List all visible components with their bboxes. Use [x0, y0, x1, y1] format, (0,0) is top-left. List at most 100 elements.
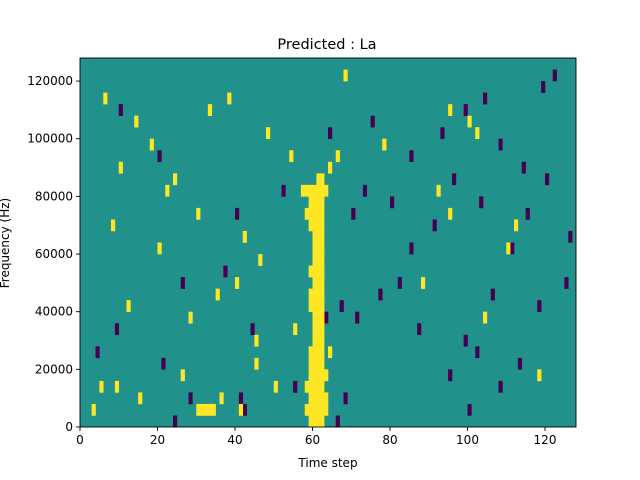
heatmap-cell-low	[250, 323, 255, 336]
heatmap-cell-high	[114, 380, 120, 393]
heatmap-cell-high	[448, 207, 453, 220]
heatmap-cell-high	[316, 323, 321, 336]
heatmap-cell-high	[320, 403, 325, 416]
heatmap-cell-high	[308, 219, 313, 232]
heatmap-cell-high	[328, 161, 333, 174]
heatmap-cell-high	[320, 277, 325, 289]
heatmap-cell-high	[320, 219, 325, 232]
plot-frame	[79, 57, 577, 428]
x-tick-label: 60	[305, 433, 320, 447]
heatmap-cell-high	[219, 392, 224, 405]
x-tick-label: 120	[534, 433, 557, 447]
heatmap-cell-high	[320, 323, 325, 336]
heatmap-cell-low	[545, 173, 550, 186]
heatmap-cell-high	[196, 403, 201, 416]
heatmap-cell-high	[312, 311, 317, 324]
heatmap-cell-high	[242, 230, 247, 243]
heatmap-cell-low	[390, 196, 395, 209]
heatmap-cell-low	[483, 92, 488, 105]
heatmap-cell-high	[308, 184, 313, 197]
heatmap-cell-high	[258, 254, 263, 266]
heatmap-cell-high	[312, 219, 317, 232]
heatmap-cell-high	[312, 380, 317, 393]
heatmap-cell-low	[564, 277, 569, 289]
heatmap-cell-high	[103, 92, 108, 105]
heatmap-cell-high	[273, 380, 278, 393]
heatmap-cell-low	[370, 115, 375, 128]
heatmap-cell-high	[320, 265, 325, 278]
heatmap-cell-low	[335, 415, 340, 428]
heatmap-cell-low	[343, 392, 348, 405]
heatmap-cell-high	[324, 184, 329, 197]
heatmap-cell-high	[514, 219, 519, 232]
heatmap-cell-high	[320, 230, 325, 243]
heatmap-cell-low	[242, 403, 247, 416]
chart-title: Predicted : La	[277, 37, 376, 53]
heatmap-cell-low	[362, 184, 368, 197]
heatmap-cell-high	[312, 403, 317, 416]
heatmap-cell-high	[320, 357, 325, 370]
heatmap-cell-low	[180, 277, 185, 289]
heatmap-cell-high	[448, 104, 453, 116]
heatmap-cell-low	[351, 207, 356, 220]
heatmap-cell-high	[320, 392, 325, 405]
heatmap-cell-high	[173, 173, 178, 186]
heatmap-cell-low	[490, 288, 495, 301]
heatmap-cell-high	[312, 207, 317, 220]
heatmap-cell-low	[161, 357, 166, 370]
heatmap-cell-low	[432, 219, 437, 232]
heatmap-cell-high	[312, 242, 317, 255]
heatmap-cell-high	[324, 392, 329, 405]
heatmap-cell-high	[165, 184, 170, 197]
heatmap-cell-high	[316, 184, 321, 197]
heatmap-cell-high	[293, 323, 298, 336]
heatmap-cell-high	[335, 150, 340, 163]
heatmap-cell-low	[463, 104, 468, 116]
heatmap-cell-high	[254, 357, 259, 370]
heatmap-cell-low	[409, 242, 414, 255]
heatmap-cell-high	[304, 184, 309, 197]
heatmap-cell-high	[304, 403, 309, 416]
heatmap-cell-low	[541, 81, 546, 93]
heatmap-cell-high	[537, 369, 542, 382]
heatmap-cell-low	[397, 277, 402, 289]
heatmap-cell-high	[204, 403, 209, 416]
heatmap-cell-high	[320, 415, 325, 428]
heatmap-cell-high	[207, 403, 213, 416]
heatmap-cell-high	[320, 173, 325, 186]
heatmap-cell-high	[308, 346, 313, 359]
heatmap-cell-high	[316, 380, 321, 393]
heatmap-cell-high	[316, 254, 321, 266]
heatmap-cell-low	[157, 150, 162, 163]
heatmap-cell-low	[498, 380, 503, 393]
heatmap-cell-high	[316, 277, 321, 289]
heatmap-cell-low	[324, 311, 329, 324]
heatmap-cell-high	[343, 69, 348, 82]
heatmap-cell-low	[467, 403, 472, 416]
heatmap-cell-high	[316, 196, 321, 209]
heatmap-cell-low	[525, 207, 530, 220]
heatmap-cell-high	[308, 196, 313, 209]
heatmap-cell-high	[312, 288, 317, 301]
heatmap-cell-high	[308, 288, 313, 301]
heatmap-cell-high	[266, 127, 271, 140]
heatmap-cell-high	[312, 369, 317, 382]
heatmap-cell-high	[308, 265, 313, 278]
heatmap-cell-high	[312, 357, 317, 370]
heatmap-cell-high	[254, 334, 259, 347]
heatmap-cell-high	[149, 138, 154, 151]
heatmap-cell-low	[188, 392, 193, 405]
heatmap-cell-high	[316, 369, 321, 382]
heatmap-cell-high	[320, 311, 325, 324]
x-tick-label: 20	[150, 433, 165, 447]
heatmap-cell-high	[316, 265, 321, 278]
heatmap-cell-high	[227, 92, 232, 105]
heatmap-cell-high	[316, 219, 321, 232]
x-axis-ticks: 0 20 40 60 80 100 120	[76, 427, 556, 447]
heatmap-cell-high	[312, 392, 317, 405]
y-axis-ticks: 0 20000 40000 60000 80000 100000 120000	[27, 74, 80, 434]
heatmap-cell-high	[312, 323, 317, 336]
heatmap-cell-high	[196, 207, 201, 220]
heatmap-cell-high	[308, 380, 313, 393]
heatmap-cell-high	[320, 184, 325, 197]
